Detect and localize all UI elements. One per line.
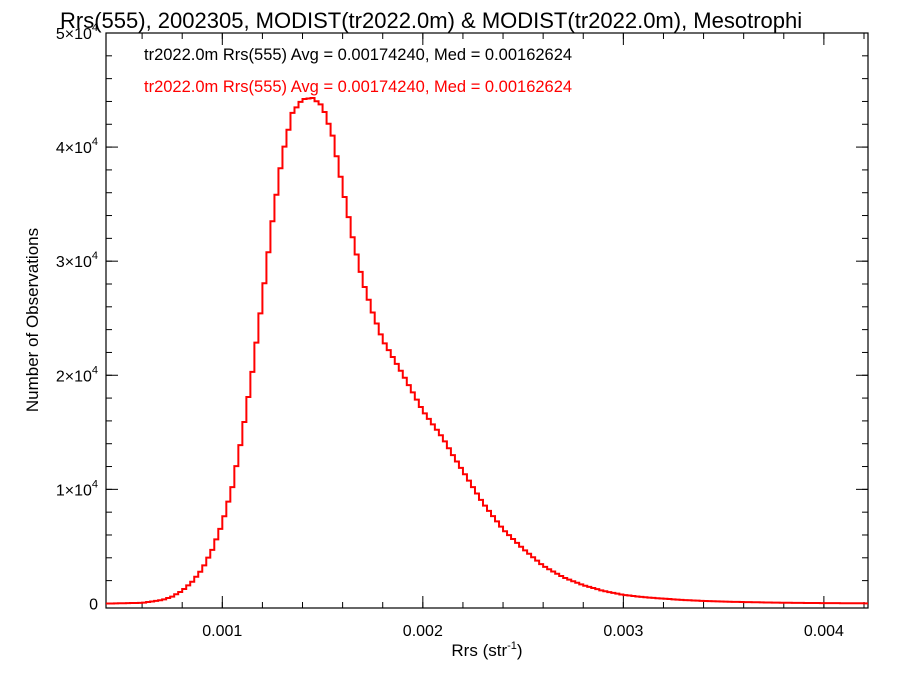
plot-border — [105, 32, 869, 609]
x-tick-label: 0.003 — [603, 623, 643, 640]
x-axis-ticks: 0.001 0.002 0.003 0.004 — [141, 33, 865, 640]
y-tick-label: 0 — [89, 596, 98, 613]
x-tick-label: 0.002 — [403, 623, 443, 640]
y-tick-label: 3×104 — [56, 250, 98, 271]
plot-frame — [105, 32, 869, 609]
histogram-series-0 — [106, 97, 868, 605]
x-tick-label: 0.004 — [804, 623, 844, 640]
series-layer — [106, 97, 868, 605]
y-tick-label: 4×104 — [56, 136, 98, 157]
x-tick-label: 0.001 — [202, 623, 242, 640]
y-tick-label: 2×104 — [56, 364, 98, 385]
y-axis-ticks: 0 1×104 2×104 3×104 4×104 5×104 — [56, 22, 868, 613]
annotation-black: tr2022.0m Rrs(555) Avg = 0.00174240, Med… — [144, 46, 572, 64]
chart-title: Rrs(555), 2002305, MODIST(tr2022.0m) & M… — [60, 8, 802, 33]
y-tick-label: 1×104 — [56, 478, 98, 499]
y-tick-label: 5×104 — [56, 22, 98, 43]
x-axis-label: Rrs (str-1) — [451, 640, 522, 660]
annotation-red: tr2022.0m Rrs(555) Avg = 0.00174240, Med… — [144, 78, 572, 96]
y-axis-label: Number of Observations — [23, 228, 42, 412]
